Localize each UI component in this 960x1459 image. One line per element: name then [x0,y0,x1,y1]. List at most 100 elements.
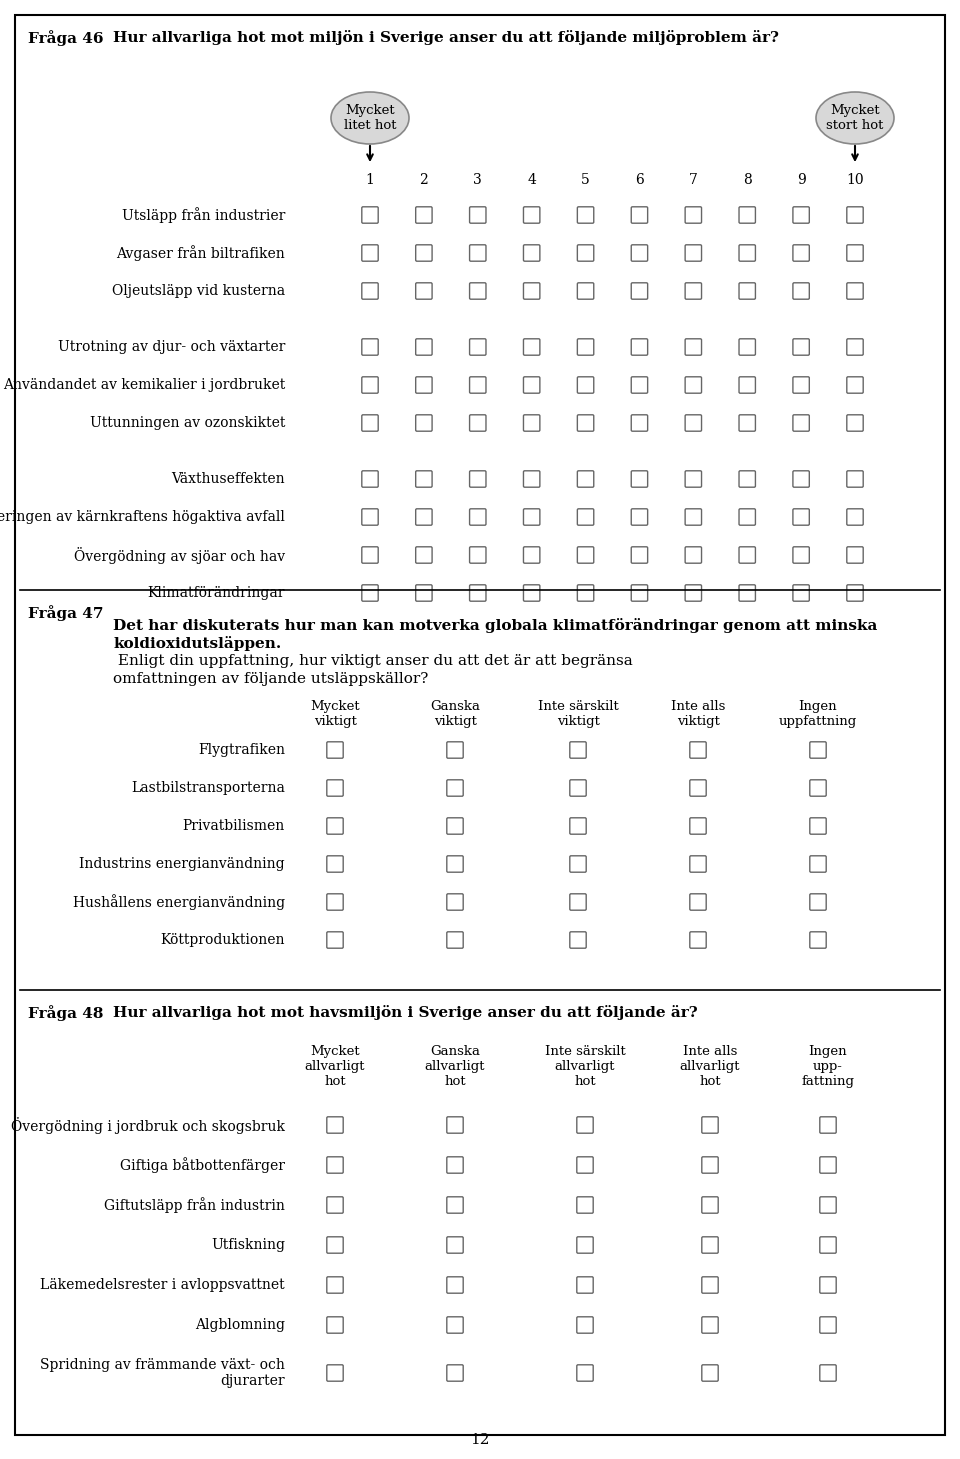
FancyBboxPatch shape [739,509,756,525]
FancyBboxPatch shape [469,585,486,601]
FancyBboxPatch shape [362,471,378,487]
Text: Fråga 47: Fråga 47 [28,605,104,622]
FancyBboxPatch shape [810,779,827,797]
FancyBboxPatch shape [446,856,463,872]
FancyBboxPatch shape [739,471,756,487]
FancyBboxPatch shape [847,376,863,392]
FancyBboxPatch shape [523,414,540,432]
FancyBboxPatch shape [446,1317,463,1334]
FancyBboxPatch shape [577,547,593,563]
FancyBboxPatch shape [690,856,707,872]
Text: Inte särskilt
allvarligt
hot: Inte särskilt allvarligt hot [544,1045,625,1088]
FancyBboxPatch shape [416,471,432,487]
FancyBboxPatch shape [362,414,378,432]
FancyBboxPatch shape [702,1116,718,1134]
FancyBboxPatch shape [632,547,648,563]
Text: Oljeutsläpp vid kusterna: Oljeutsläpp vid kusterna [112,285,285,298]
Text: Ingen
uppfattning: Ingen uppfattning [779,700,857,728]
Text: Utfiskning: Utfiskning [211,1239,285,1252]
FancyBboxPatch shape [810,818,827,835]
Text: 4: 4 [527,174,536,187]
FancyBboxPatch shape [847,338,863,355]
Text: Algblomning: Algblomning [195,1317,285,1332]
FancyBboxPatch shape [326,1157,344,1173]
FancyBboxPatch shape [577,1237,593,1253]
FancyBboxPatch shape [416,414,432,432]
FancyBboxPatch shape [362,585,378,601]
FancyBboxPatch shape [362,207,378,223]
Text: Övergödning av sjöar och hav: Övergödning av sjöar och hav [74,547,285,563]
FancyBboxPatch shape [685,414,702,432]
FancyBboxPatch shape [326,1317,344,1334]
FancyBboxPatch shape [577,1196,593,1214]
FancyBboxPatch shape [326,1237,344,1253]
Text: 9: 9 [797,174,805,187]
FancyBboxPatch shape [793,585,809,601]
FancyBboxPatch shape [820,1157,836,1173]
FancyBboxPatch shape [469,509,486,525]
FancyBboxPatch shape [685,376,702,392]
FancyBboxPatch shape [847,585,863,601]
FancyBboxPatch shape [577,414,593,432]
FancyBboxPatch shape [326,741,344,759]
FancyBboxPatch shape [739,547,756,563]
FancyBboxPatch shape [793,376,809,392]
Text: Övergödning i jordbruk och skogsbruk: Övergödning i jordbruk och skogsbruk [11,1116,285,1134]
FancyBboxPatch shape [739,245,756,261]
FancyBboxPatch shape [690,894,707,910]
FancyBboxPatch shape [793,207,809,223]
FancyBboxPatch shape [793,471,809,487]
FancyBboxPatch shape [632,376,648,392]
FancyBboxPatch shape [632,245,648,261]
FancyBboxPatch shape [326,856,344,872]
FancyBboxPatch shape [820,1196,836,1214]
FancyBboxPatch shape [326,932,344,948]
FancyBboxPatch shape [739,414,756,432]
Text: Enligt din uppfattning, hur viktigt anser du att det är att begränsa: Enligt din uppfattning, hur viktigt anse… [113,654,633,668]
FancyBboxPatch shape [523,376,540,392]
FancyBboxPatch shape [632,414,648,432]
FancyBboxPatch shape [702,1196,718,1214]
FancyBboxPatch shape [523,547,540,563]
FancyBboxPatch shape [820,1317,836,1334]
FancyBboxPatch shape [847,547,863,563]
FancyBboxPatch shape [362,245,378,261]
Text: 2: 2 [420,174,428,187]
Text: Utsläpp från industrier: Utsläpp från industrier [122,207,285,223]
FancyBboxPatch shape [446,818,463,835]
FancyBboxPatch shape [577,1157,593,1173]
FancyBboxPatch shape [702,1364,718,1382]
FancyBboxPatch shape [793,414,809,432]
FancyBboxPatch shape [847,283,863,299]
FancyBboxPatch shape [690,779,707,797]
FancyBboxPatch shape [577,1317,593,1334]
FancyBboxPatch shape [820,1237,836,1253]
FancyBboxPatch shape [570,741,587,759]
FancyBboxPatch shape [570,856,587,872]
FancyBboxPatch shape [685,547,702,563]
FancyBboxPatch shape [469,414,486,432]
FancyBboxPatch shape [739,207,756,223]
Text: Avgaser från biltrafiken: Avgaser från biltrafiken [116,245,285,261]
FancyBboxPatch shape [632,585,648,601]
FancyBboxPatch shape [702,1317,718,1334]
FancyBboxPatch shape [446,779,463,797]
FancyBboxPatch shape [810,894,827,910]
FancyBboxPatch shape [570,779,587,797]
FancyBboxPatch shape [690,741,707,759]
FancyBboxPatch shape [570,818,587,835]
FancyBboxPatch shape [446,1364,463,1382]
Text: Hur allvarliga hot mot havsmiljön i Sverige anser du att följande är?: Hur allvarliga hot mot havsmiljön i Sver… [113,1005,698,1020]
FancyBboxPatch shape [469,207,486,223]
FancyBboxPatch shape [570,894,587,910]
FancyBboxPatch shape [793,509,809,525]
FancyBboxPatch shape [632,283,648,299]
Text: Giftiga båtbottenfärger: Giftiga båtbottenfärger [120,1157,285,1173]
FancyBboxPatch shape [793,245,809,261]
FancyBboxPatch shape [685,207,702,223]
Text: 5: 5 [581,174,590,187]
Text: Ganska
allvarligt
hot: Ganska allvarligt hot [424,1045,485,1088]
FancyBboxPatch shape [469,245,486,261]
FancyBboxPatch shape [685,338,702,355]
FancyBboxPatch shape [446,1277,463,1293]
